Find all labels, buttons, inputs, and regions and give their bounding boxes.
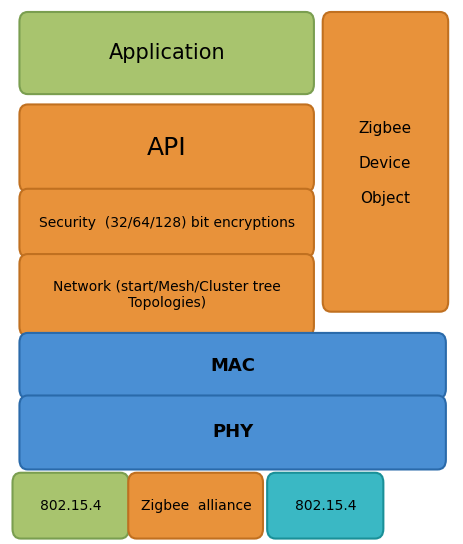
FancyBboxPatch shape <box>19 254 314 336</box>
Text: Zigbee  alliance: Zigbee alliance <box>141 499 251 512</box>
FancyBboxPatch shape <box>19 395 446 469</box>
Text: Security  (32/64/128) bit encryptions: Security (32/64/128) bit encryptions <box>39 216 294 230</box>
FancyBboxPatch shape <box>19 333 446 399</box>
FancyBboxPatch shape <box>267 473 383 539</box>
FancyBboxPatch shape <box>19 12 314 94</box>
FancyBboxPatch shape <box>19 104 314 192</box>
Text: MAC: MAC <box>210 357 256 375</box>
Text: 802.15.4: 802.15.4 <box>295 499 356 512</box>
FancyBboxPatch shape <box>323 12 448 312</box>
Text: API: API <box>147 136 187 160</box>
FancyBboxPatch shape <box>128 473 263 539</box>
FancyBboxPatch shape <box>13 473 129 539</box>
Text: PHY: PHY <box>212 423 254 442</box>
FancyBboxPatch shape <box>19 189 314 257</box>
Text: Application: Application <box>108 43 225 63</box>
Text: Network (start/Mesh/Cluster tree
Topologies): Network (start/Mesh/Cluster tree Topolog… <box>53 280 281 310</box>
Text: Zigbee

Device

Object: Zigbee Device Object <box>359 121 412 206</box>
Text: 802.15.4: 802.15.4 <box>40 499 101 512</box>
